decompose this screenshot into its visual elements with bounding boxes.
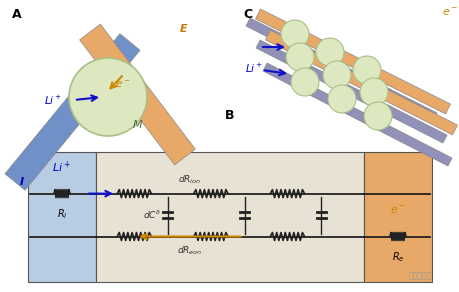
Text: $e^-$: $e^-$ (441, 7, 458, 18)
Polygon shape (263, 63, 451, 166)
Circle shape (315, 38, 343, 66)
Circle shape (327, 85, 355, 113)
Circle shape (359, 78, 387, 106)
Ellipse shape (69, 58, 147, 136)
Polygon shape (246, 18, 436, 121)
Text: I: I (20, 177, 24, 187)
Text: E: E (179, 24, 187, 34)
Text: A: A (12, 8, 22, 21)
Text: 新材料在线: 新材料在线 (408, 271, 431, 280)
Text: $Li^+$: $Li^+$ (52, 160, 72, 175)
Circle shape (352, 56, 380, 84)
Text: $Li^+$: $Li^+$ (245, 62, 263, 75)
Bar (28, 152, 96, 282)
Text: M: M (133, 120, 142, 130)
Text: B: B (225, 109, 234, 122)
Circle shape (291, 68, 318, 96)
Polygon shape (265, 30, 457, 135)
Text: $Li^+$: $Li^+$ (44, 93, 62, 107)
Text: $e^-$: $e^-$ (389, 204, 405, 215)
Circle shape (285, 43, 313, 71)
Polygon shape (255, 40, 446, 143)
Circle shape (280, 20, 308, 48)
Text: $dR_{eon}$: $dR_{eon}$ (177, 244, 202, 257)
Circle shape (322, 61, 350, 89)
Text: $R_l$: $R_l$ (56, 208, 67, 221)
Polygon shape (255, 9, 449, 114)
Text: $dC^{\delta}$: $dC^{\delta}$ (142, 209, 161, 221)
Polygon shape (79, 24, 195, 165)
Bar (96, 152, 363, 282)
Text: $dR_{ion}$: $dR_{ion}$ (178, 173, 201, 186)
Circle shape (363, 102, 391, 130)
Text: $R_e$: $R_e$ (391, 251, 403, 264)
Polygon shape (5, 34, 140, 190)
Bar (363, 152, 431, 282)
Text: C: C (242, 8, 252, 21)
Text: $e^-$: $e^-$ (115, 79, 130, 90)
